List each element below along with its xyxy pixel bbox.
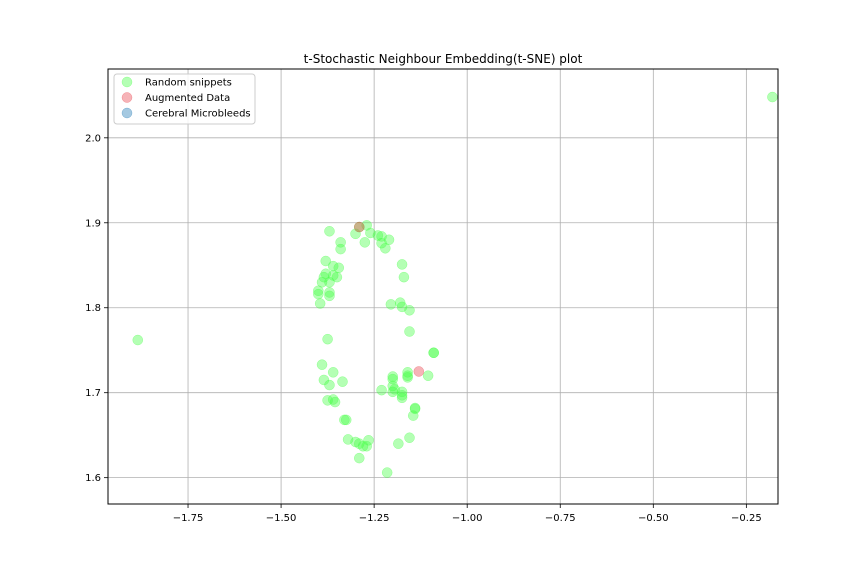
axis-ticks: −1.75 −1.50 −1.25 −1.00 −0.75 −0.50 −0.25 1.6 1.… [85,133,762,524]
y-tick-label: 2.0 [85,133,101,144]
legend-label: Augmented Data [145,93,230,104]
scatter-point [359,237,371,248]
scatter-point [363,435,374,446]
scatter-point [767,91,778,103]
scatter-point [422,370,434,381]
scatter-point [324,379,335,391]
scatter-point [428,347,439,359]
scatter-point [314,298,326,309]
x-tick-label: −0.25 [731,513,762,524]
scatter-point [376,384,387,396]
legend-marker [121,76,133,88]
plot-area-frame [107,68,779,505]
scatter-point [393,438,404,449]
x-tick-label: −0.75 [545,513,576,524]
scatter-point [413,366,425,377]
scatter-point [396,392,408,404]
legend-box [113,73,256,125]
scatter-point [402,372,413,383]
scatter-point [320,255,331,267]
y-tick-label: 1.8 [85,303,101,314]
scatter-point [324,290,335,302]
scatter-point [354,452,365,464]
y-tick-label: 1.9 [85,218,101,229]
scatter-point [396,386,408,398]
scatter-point [409,403,421,415]
x-tick-label: −1.00 [452,513,483,524]
scatter-point [324,277,335,288]
scatter-point [340,414,352,426]
scatter-point [361,440,372,452]
y-tick-label: 1.7 [85,388,101,399]
scatter-point [337,376,348,387]
scatter-point [398,271,410,283]
x-tick-label: −0.50 [638,513,669,524]
scatter-point [324,226,335,237]
scatter-point [404,305,415,316]
scatter-point [322,333,333,345]
scatter-point [404,326,415,337]
y-tick-label: 1.6 [85,473,101,484]
x-tick-label: −1.25 [359,513,390,524]
legend: Random snippets Augmented Data Cerebral Mi… [113,73,256,125]
scatter-point [396,390,408,401]
scatter-point [396,259,408,270]
scatter-point [335,243,346,255]
scatter-point [383,234,395,246]
scatter-point [354,221,365,233]
scatter-point [387,371,398,382]
chart-title: t-Stochastic Neighbour Embedding(t-SNE) … [304,52,583,66]
scatter-point [357,440,369,452]
legend-marker [121,107,133,119]
scatter-point [385,299,397,310]
scatter-point [313,285,324,296]
scatter-point [381,467,393,478]
scatter-point [394,297,406,308]
scatter-point [316,359,328,370]
scatter-point [333,262,345,274]
scatter-point [387,386,398,398]
scatter-point [324,287,335,298]
legend-label: Cerebral Microbleeds [145,109,251,120]
scatter-point [331,271,343,283]
scatter-point [327,367,339,378]
legend-label: Random snippets [145,78,232,89]
x-tick-label: −1.50 [266,513,297,524]
scatter-point [350,228,361,240]
scatter-point [404,432,415,443]
scatter-point [132,334,144,346]
scatter-point [372,230,384,241]
scatter-point [387,380,398,392]
scatter-point [313,288,324,300]
x-tick-label: −1.75 [173,513,204,524]
legend-marker [121,92,133,103]
scatter-point [407,410,419,421]
scatter-points [132,91,778,478]
scatter-point [329,396,341,408]
grid-lines [108,69,778,504]
